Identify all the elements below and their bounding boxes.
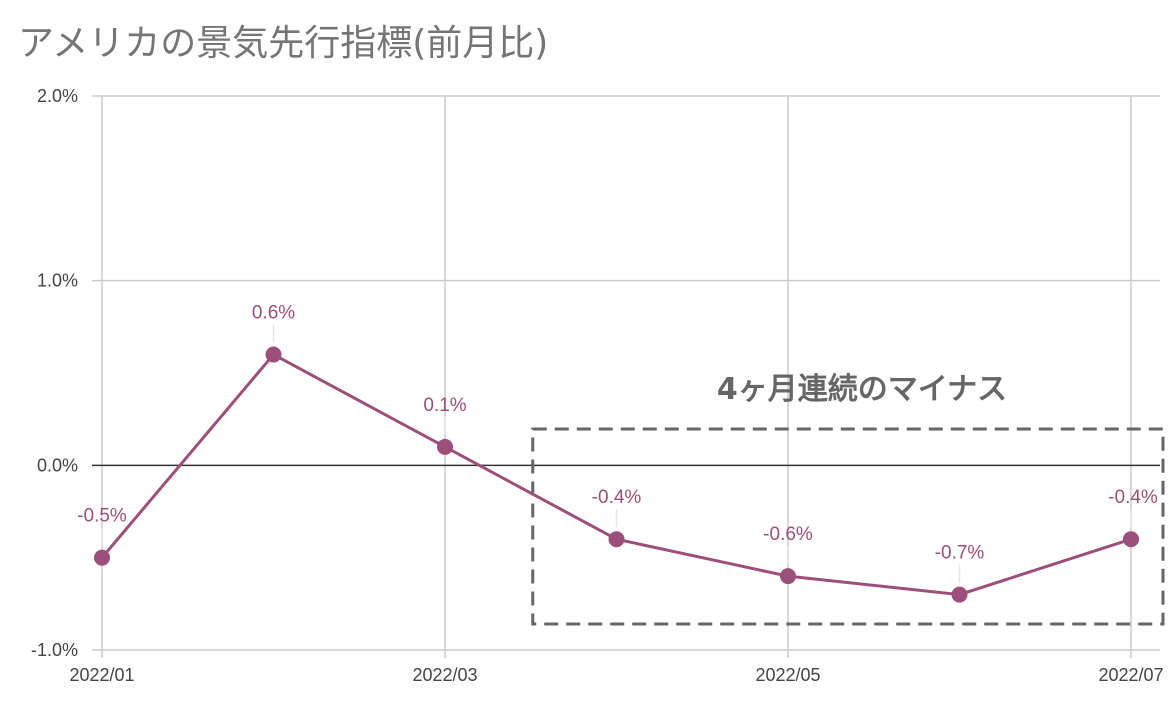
data-label: -0.7% [935,543,985,564]
y-tick-label: -1.0% [31,640,78,660]
data-label: -0.4% [592,487,642,508]
data-point [608,531,625,548]
y-tick-label: 1.0% [37,271,78,291]
data-point [951,586,968,603]
x-tick-label: 2022/07 [1098,665,1163,685]
data-label: -0.5% [77,506,127,527]
x-tick-label: 2022/05 [755,665,820,685]
data-point [94,549,110,566]
data-label: -0.6% [763,524,813,545]
data-point [780,568,796,585]
data-point [437,438,453,455]
y-tick-label: 2.0% [37,86,78,106]
x-tick-label: 2022/01 [69,665,134,685]
y-tick-label: 0.0% [37,455,78,475]
x-tick-label: 2022/03 [412,665,477,685]
data-label: -0.4% [1108,487,1158,508]
data-label: 0.1% [423,395,466,416]
data-point [265,346,282,363]
data-label: 0.6% [252,303,295,324]
annotation-text: 4ヶ月連続のマイナス [717,372,1007,407]
chart-title: アメリカの景気先行指標(前月比) [18,23,549,64]
data-point [1123,531,1139,548]
annotation-box [531,427,1165,626]
